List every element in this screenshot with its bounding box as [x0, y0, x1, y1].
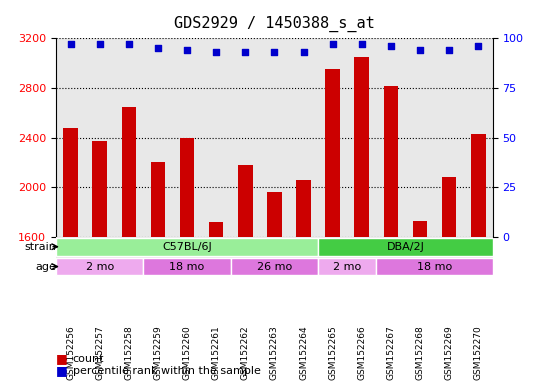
Bar [471, 134, 486, 384]
FancyBboxPatch shape [56, 238, 318, 256]
Point [270, 49, 279, 55]
Point [183, 47, 192, 53]
Text: 2 mo: 2 mo [333, 262, 361, 271]
Bar [354, 57, 369, 384]
Point [386, 43, 395, 50]
Point [416, 47, 424, 53]
Bar [180, 137, 194, 384]
Bar [92, 141, 107, 384]
Point [474, 43, 483, 50]
Point [66, 41, 75, 47]
Point [445, 47, 454, 53]
Text: DBA/2J: DBA/2J [386, 242, 424, 252]
Text: 18 mo: 18 mo [417, 262, 452, 271]
FancyBboxPatch shape [318, 238, 493, 256]
Point [241, 49, 250, 55]
Text: 18 mo: 18 mo [170, 262, 204, 271]
Point [328, 41, 337, 47]
Bar [442, 177, 456, 384]
Point [95, 41, 104, 47]
Point [299, 49, 308, 55]
Bar [151, 162, 165, 384]
Text: 26 mo: 26 mo [257, 262, 292, 271]
FancyBboxPatch shape [231, 258, 318, 275]
FancyBboxPatch shape [143, 258, 231, 275]
Text: ■: ■ [56, 364, 68, 377]
Text: percentile rank within the sample: percentile rank within the sample [73, 366, 260, 376]
Bar [296, 180, 311, 384]
Bar [413, 221, 427, 384]
Point [153, 45, 162, 51]
Bar [267, 192, 282, 384]
Text: ■: ■ [56, 353, 68, 366]
FancyBboxPatch shape [376, 258, 493, 275]
Text: C57BL/6J: C57BL/6J [162, 242, 212, 252]
Point [212, 49, 221, 55]
Text: count: count [73, 354, 104, 364]
Text: strain: strain [24, 242, 56, 252]
Text: GDS2929 / 1450388_s_at: GDS2929 / 1450388_s_at [174, 15, 375, 31]
Bar [209, 222, 223, 384]
FancyBboxPatch shape [56, 258, 143, 275]
Bar [63, 127, 78, 384]
FancyBboxPatch shape [318, 258, 376, 275]
Text: age: age [35, 262, 56, 271]
Point [124, 41, 133, 47]
Bar [325, 70, 340, 384]
Bar [238, 165, 253, 384]
Bar [122, 107, 136, 384]
Bar [384, 86, 398, 384]
Text: 2 mo: 2 mo [86, 262, 114, 271]
Point [357, 41, 366, 47]
